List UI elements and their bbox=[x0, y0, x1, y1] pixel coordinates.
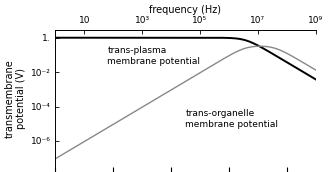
Text: trans-organelle
membrane potential: trans-organelle membrane potential bbox=[185, 109, 278, 130]
Text: trans-plasma
membrane potential: trans-plasma membrane potential bbox=[107, 46, 200, 66]
Y-axis label: transmembrane
potential (V): transmembrane potential (V) bbox=[5, 59, 27, 138]
X-axis label: frequency (Hz): frequency (Hz) bbox=[150, 5, 221, 15]
